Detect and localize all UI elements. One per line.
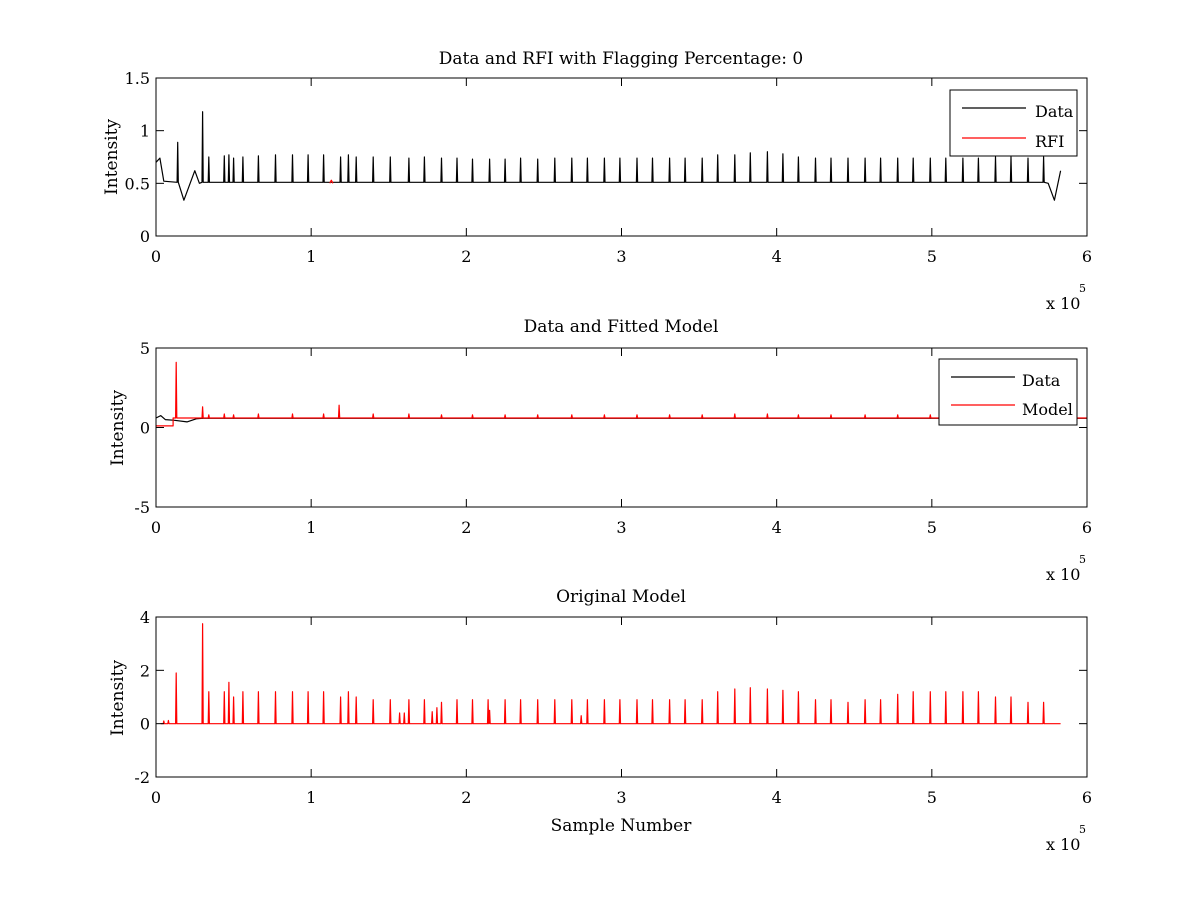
y-tick-label: 2 xyxy=(140,661,150,680)
x-tick-label: 3 xyxy=(616,788,626,807)
y-tick-label: 5 xyxy=(140,339,150,358)
x-tick-label: 3 xyxy=(616,518,626,537)
subplot-1-ylabel: Intensity xyxy=(102,119,122,195)
subplot-2-exponent-label: x 10 xyxy=(1046,565,1080,584)
subplot-1-exponent: 5 xyxy=(1079,282,1086,295)
y-tick-label: 1 xyxy=(140,122,150,141)
series-model-line xyxy=(160,623,1061,725)
x-tick-label: 0 xyxy=(151,788,161,807)
x-tick-label: 5 xyxy=(927,247,937,266)
subplot-3-title: Original Model xyxy=(556,587,686,607)
legend-data-label: Data xyxy=(1035,102,1074,121)
x-tick-label: 2 xyxy=(461,518,471,537)
y-tick-label: 0 xyxy=(140,227,150,246)
subplot-2-ylabel: Intensity xyxy=(108,390,128,466)
subplot-3-exponent-label: x 10 xyxy=(1046,835,1080,854)
subplot-2-legend-box xyxy=(938,358,1078,426)
y-tick-label: 4 xyxy=(140,608,150,627)
x-tick-label: 1 xyxy=(306,247,316,266)
y-tick-label: 0.5 xyxy=(125,174,150,193)
subplot-1: Data and RFI with Flagging Percentage: 0… xyxy=(102,49,1092,313)
subplot-2-exponent: 5 xyxy=(1079,553,1086,566)
subplot-1-title: Data and RFI with Flagging Percentage: 0 xyxy=(439,49,803,69)
x-tick-label: 2 xyxy=(461,247,471,266)
y-tick-label: 0 xyxy=(140,715,150,734)
subplot-1-data-layer xyxy=(155,111,1062,201)
x-tick-label: 6 xyxy=(1082,518,1092,537)
x-tick-label: 6 xyxy=(1082,788,1092,807)
subplot-1-exponent-label: x 10 xyxy=(1046,294,1080,313)
subplot-3-ylabel: Intensity xyxy=(108,660,128,736)
x-tick-label: 5 xyxy=(927,788,937,807)
subplot-2-data-layer xyxy=(155,361,1087,427)
subplot-3-data-layer xyxy=(160,623,1061,725)
subplot-2-ticks: 0 1 2 3 4 5 6-505 xyxy=(134,339,1092,537)
series-data-line xyxy=(155,111,1062,201)
subplot-3-xlabel: Sample Number xyxy=(551,816,693,836)
y-tick-label: 0 xyxy=(140,419,150,438)
x-tick-label: 6 xyxy=(1082,247,1092,266)
subplot-1-legend: Data RFI xyxy=(949,89,1078,157)
subplot-3-exponent: 5 xyxy=(1079,823,1086,836)
y-tick-label: -5 xyxy=(134,498,150,517)
y-tick-label: 1.5 xyxy=(125,69,150,88)
x-tick-label: 0 xyxy=(151,247,161,266)
subplot-2: Data and Fitted Model 0 1 2 3 4 5 6-505 Intens… xyxy=(108,317,1092,584)
legend-model-label: Model xyxy=(1022,400,1073,419)
x-tick-label: 5 xyxy=(927,518,937,537)
x-tick-label: 3 xyxy=(616,247,626,266)
legend-data-label: Data xyxy=(1022,371,1061,390)
x-tick-label: 2 xyxy=(461,788,471,807)
subplot-1-ticks: 0 1 2 3 4 5 6 0 0.5 1 1.5 xyxy=(125,69,1093,266)
x-tick-label: 4 xyxy=(772,247,782,266)
series-rfi-line xyxy=(329,179,334,184)
x-tick-label: 1 xyxy=(306,788,316,807)
subplot-2-title: Data and Fitted Model xyxy=(524,317,719,337)
subplot-1-legend-box xyxy=(949,89,1078,157)
x-tick-label: 4 xyxy=(772,518,782,537)
x-tick-label: 4 xyxy=(772,788,782,807)
x-tick-label: 1 xyxy=(306,518,316,537)
legend-rfi-label: RFI xyxy=(1035,132,1064,151)
subplot-2-legend: Data Model xyxy=(938,358,1078,426)
y-tick-label: -2 xyxy=(134,768,150,787)
x-tick-label: 0 xyxy=(151,518,161,537)
series-model-line xyxy=(156,361,1087,427)
